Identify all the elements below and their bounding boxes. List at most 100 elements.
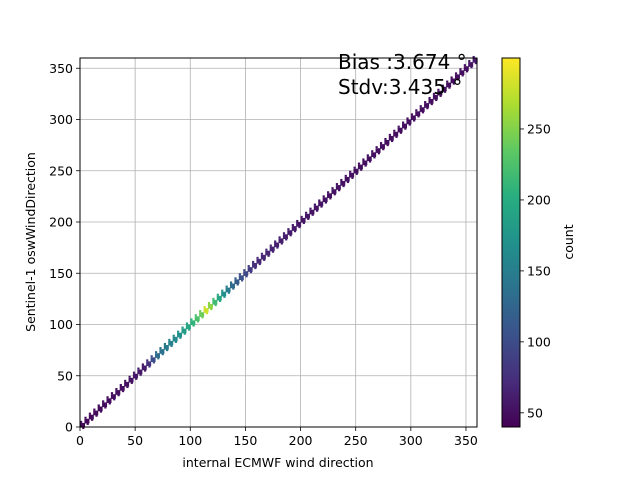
heatmap-cell [252, 260, 255, 263]
heatmap-cell [265, 250, 271, 256]
heatmap-cell [313, 203, 316, 206]
stdv-annotation: Stdv:3.435 ° [338, 75, 462, 99]
colorbar [501, 57, 521, 428]
heatmap-cell [265, 248, 268, 251]
heatmap-cell [99, 410, 103, 413]
heatmap-cell [207, 304, 213, 309]
heatmap-cell [154, 353, 160, 358]
heatmap-cell [296, 219, 299, 222]
heatmap-cell [322, 197, 328, 203]
heatmap-cell [210, 308, 213, 311]
heatmap-cell [190, 320, 196, 326]
heatmap-cell [327, 193, 333, 198]
y-tick-label: 300 [49, 112, 73, 127]
heatmap-cell [408, 123, 411, 126]
heatmap-cell [148, 365, 151, 368]
heatmap-cell [247, 265, 250, 268]
heatmap-cell [185, 322, 189, 325]
heatmap-cell [229, 281, 233, 284]
heatmap-cell [344, 174, 347, 177]
heatmap-cell [388, 133, 391, 136]
heatmap-cell [304, 213, 310, 219]
y-tick-label: 150 [49, 266, 73, 281]
heatmap-cell [437, 88, 440, 91]
heatmap-cell [349, 170, 352, 173]
heatmap-cell [318, 199, 321, 202]
heatmap-cell [362, 158, 365, 161]
heatmap-cell [329, 197, 332, 200]
x-tick-label: 150 [233, 433, 257, 448]
heatmap-cell [298, 226, 301, 229]
heatmap-cell [95, 414, 98, 417]
heatmap-cell [355, 172, 358, 175]
heatmap-cell [183, 332, 186, 335]
heatmap-cell [97, 406, 103, 412]
heatmap-cell [468, 60, 471, 63]
heatmap-cell [260, 254, 266, 260]
heatmap-cell [212, 297, 215, 300]
heatmap-cell [293, 230, 297, 233]
heatmap-cell [141, 365, 147, 371]
heatmap-cell [238, 273, 242, 276]
heatmap-cell [282, 232, 286, 235]
heatmap-cell [441, 86, 447, 92]
plot-frame [79, 57, 478, 428]
heatmap-cell [446, 80, 449, 83]
heatmap-cell [287, 230, 293, 235]
heatmap-cell [443, 90, 447, 93]
heatmap-cell [384, 140, 390, 145]
heatmap-cell [309, 207, 312, 210]
heatmap-cell [159, 349, 165, 354]
heatmap-cell [397, 125, 400, 128]
heatmap-cell [234, 279, 240, 285]
heatmap-cell [91, 418, 94, 421]
heatmap-cell [395, 135, 398, 138]
heatmap-cell [404, 127, 407, 130]
heatmap-cell [172, 336, 178, 342]
heatmap-cell [177, 332, 183, 338]
heatmap-cell [410, 113, 414, 116]
heatmap-cell [371, 152, 377, 157]
heatmap-cell [194, 314, 197, 317]
heatmap-cell [402, 121, 405, 124]
colorbar-label: count [561, 224, 576, 259]
heatmap-cell [86, 422, 89, 425]
heatmap-cell [424, 103, 430, 108]
heatmap-cell [468, 62, 474, 67]
heatmap-cell [236, 283, 239, 286]
heatmap-cell [296, 222, 302, 227]
x-tick-label: 350 [454, 433, 478, 448]
y-tick-label: 200 [49, 215, 73, 230]
heatmap-cell [307, 217, 310, 220]
heatmap-cell [93, 408, 96, 411]
heatmap-cell [130, 381, 133, 384]
heatmap-cell [300, 215, 303, 218]
heatmap-cell [212, 299, 218, 305]
heatmap-cell [146, 361, 152, 367]
heatmap-cell [419, 107, 425, 112]
heatmap-cell [104, 406, 107, 409]
heatmap-cell [159, 347, 162, 350]
heatmap-cell [216, 293, 219, 296]
heatmap-cell [450, 76, 453, 79]
heatmap-cell [399, 131, 403, 134]
heatmap-cell [331, 189, 337, 194]
heatmap-cell [260, 252, 264, 255]
heatmap-cell [454, 72, 458, 75]
heatmap-cell [417, 115, 420, 118]
heatmap-cell [322, 195, 325, 198]
heatmap-cell [243, 271, 249, 276]
heatmap-cell [357, 164, 363, 170]
heatmap-cell [276, 246, 279, 249]
x-axis-label: internal ECMWF wind direction [182, 455, 373, 470]
heatmap-cell [353, 166, 356, 169]
heatmap-cell [384, 137, 387, 140]
heatmap-cell [349, 172, 355, 178]
heatmap-cell [247, 267, 253, 272]
heatmap-cell [379, 144, 385, 149]
heatmap-cell [102, 400, 105, 403]
heatmap-cell [84, 416, 87, 419]
heatmap-cell [406, 119, 412, 125]
heatmap-cell [415, 109, 418, 112]
